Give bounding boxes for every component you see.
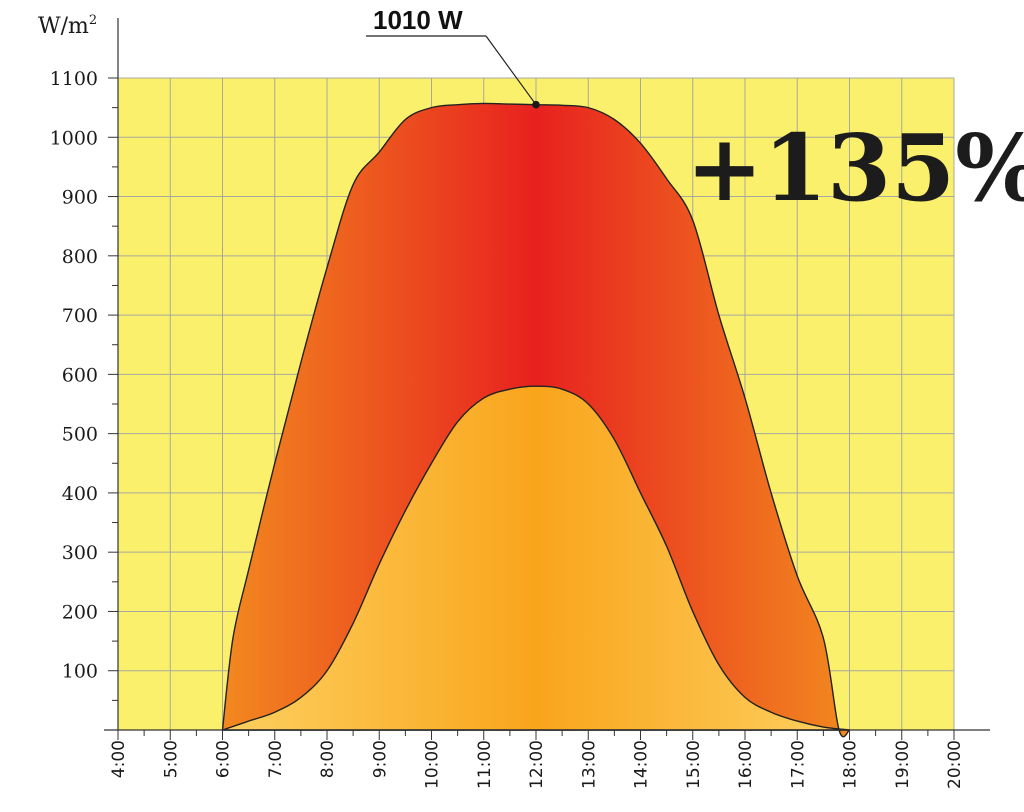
y-tick-label: 800 (62, 246, 98, 268)
y-axis-unit-label: W/m2 (38, 13, 97, 39)
y-tick-label: 600 (62, 364, 98, 386)
y-tick-label: 100 (62, 661, 98, 683)
x-tick-label: 4:00 (109, 740, 129, 778)
x-tick-label: 11:00 (475, 740, 495, 789)
x-tick-label: 13:00 (579, 740, 599, 789)
y-tick-label: 1100 (50, 68, 98, 90)
y-tick-label: 1000 (50, 127, 98, 149)
x-tick-label: 15:00 (684, 740, 704, 789)
axes (104, 18, 990, 740)
x-tick-label: 5:00 (161, 740, 181, 778)
x-tick-label: 18:00 (841, 740, 861, 789)
x-tick-label: 19:00 (893, 740, 913, 789)
y-tick-label: 500 (62, 424, 98, 446)
x-tick-label: 14:00 (632, 740, 652, 789)
y-tick-label: 200 (62, 601, 98, 623)
gain-label: +135% (686, 114, 1024, 222)
y-tick-label: 700 (62, 305, 98, 327)
x-tick-label: 8:00 (318, 740, 338, 778)
x-tick-label: 16:00 (736, 740, 756, 789)
series-area-lower (222, 385, 850, 731)
x-tick-label: 12:00 (527, 740, 547, 789)
x-tick-label: 9:00 (370, 740, 390, 778)
y-tick-label: 900 (62, 187, 98, 209)
x-tick-label: 10:00 (423, 740, 443, 789)
x-tick-label: 7:00 (266, 740, 286, 778)
peak-point (532, 100, 540, 109)
peak-label: 1010 W (373, 5, 463, 35)
y-tick-labels: 100 200 300 400 500 600 700 800 900 1000 1100 (50, 68, 98, 683)
x-tick-label: 6:00 (214, 740, 234, 778)
x-tick-label: 17:00 (788, 740, 808, 789)
x-tick-label: 20:00 (945, 740, 965, 789)
y-tick-label: 400 (62, 483, 98, 505)
x-tick-labels: 4:00 5:00 6:00 7:00 8:00 9:00 10:00 11:00 12:00 1… (109, 740, 965, 789)
peak-leader-diagonal (485, 35, 537, 106)
y-tick-label: 300 (62, 542, 98, 564)
